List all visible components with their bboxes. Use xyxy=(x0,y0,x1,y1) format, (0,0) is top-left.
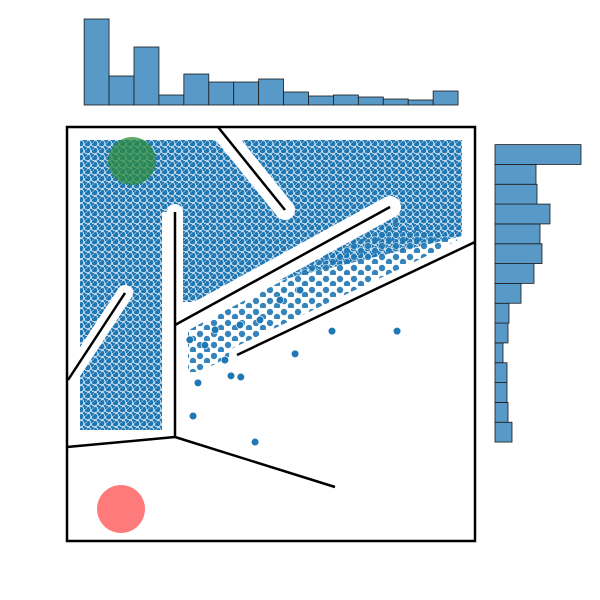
x-hist-bar xyxy=(233,81,260,106)
y-hist-bar xyxy=(494,302,510,324)
point xyxy=(327,327,337,336)
x-hist-bar xyxy=(158,94,185,106)
histograms xyxy=(83,18,582,443)
point xyxy=(250,437,260,447)
y-hist-bar xyxy=(494,164,537,185)
x-hist-bar xyxy=(283,91,309,106)
walls xyxy=(65,125,477,543)
point xyxy=(290,349,300,358)
y-hist-bar xyxy=(494,243,543,264)
point xyxy=(235,320,245,329)
y-hist-bar xyxy=(494,362,508,383)
point xyxy=(226,371,236,380)
y-hist-bar xyxy=(494,421,513,443)
point xyxy=(188,411,198,421)
y-hist-bar xyxy=(494,263,535,284)
x-hist-bar xyxy=(432,90,459,106)
point xyxy=(185,335,194,344)
dense-area xyxy=(160,140,462,302)
y-hist-bar xyxy=(494,382,508,403)
y-hist-bar xyxy=(494,401,509,423)
x-hist-bar xyxy=(333,94,359,106)
x-hist-bar xyxy=(133,46,160,106)
y-hist-bar xyxy=(494,223,541,245)
y-hist-bar xyxy=(494,183,538,205)
point xyxy=(200,341,210,350)
goal-marker xyxy=(108,137,156,185)
maze-border xyxy=(65,125,477,543)
gap xyxy=(69,129,473,139)
point xyxy=(255,315,265,325)
point xyxy=(275,295,285,305)
x-hist-bar xyxy=(183,73,210,106)
point xyxy=(236,372,245,382)
point xyxy=(392,327,402,336)
wall xyxy=(236,240,476,357)
wall xyxy=(66,292,127,381)
x-hist-bar xyxy=(208,81,235,106)
dense-area xyxy=(80,140,162,430)
x-hist-bar xyxy=(108,75,135,106)
x-hist-bar xyxy=(407,99,434,106)
y-hist-bar xyxy=(494,144,582,165)
point xyxy=(193,378,203,387)
y-hist-bar xyxy=(494,283,522,304)
x-hist-bar xyxy=(308,95,334,106)
points xyxy=(185,286,402,447)
x-hist-bar xyxy=(382,98,409,106)
x-hist-bar xyxy=(258,78,284,106)
wall xyxy=(66,435,176,449)
wall xyxy=(174,435,336,489)
point xyxy=(220,355,229,365)
start-marker xyxy=(97,485,145,533)
x-hist-bar xyxy=(357,96,384,106)
y-hist-bar xyxy=(494,342,504,364)
wall xyxy=(174,205,391,327)
dense-region xyxy=(80,140,462,430)
point xyxy=(295,286,305,295)
sparse-area xyxy=(188,222,458,372)
wall xyxy=(217,126,286,211)
point xyxy=(211,325,220,334)
y-hist-bar xyxy=(494,322,509,344)
x-hist-bar xyxy=(83,18,110,106)
y-hist-bar xyxy=(494,203,551,225)
